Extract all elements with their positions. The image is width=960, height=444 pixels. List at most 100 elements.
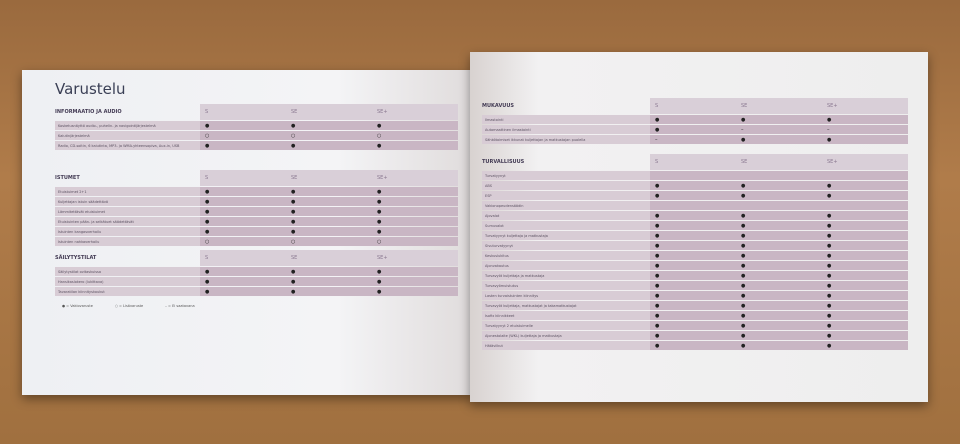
row-label: Turvatyynyt 2 etuistuimelle xyxy=(482,321,650,330)
cell-value: ● xyxy=(200,141,286,150)
cell-value: ● xyxy=(736,271,822,280)
cell-value: ● xyxy=(650,241,736,250)
cell-value: ● xyxy=(286,141,372,150)
table-row: Hansikaslokero (lukittava) ● ● ● xyxy=(55,277,458,286)
row-label: Turvatyynyt xyxy=(482,171,650,180)
cell-value: ● xyxy=(822,251,908,260)
cell-value: ● xyxy=(650,191,736,200)
table-row: Ajovalot ● ● ● xyxy=(482,211,908,220)
row-label: ABS xyxy=(482,181,650,190)
row-label: Kosketusnäyttö audio-, puhelin- ja navig… xyxy=(55,121,200,130)
cell-value: ● xyxy=(822,301,908,310)
cell-value xyxy=(650,201,736,210)
column-header: SE xyxy=(736,154,822,170)
table-row: Turvavyöt kuljettaja, matkustajat ja tak… xyxy=(482,301,908,310)
cell-value: ○ xyxy=(286,237,372,246)
table-row: Etuistuimet 2+1 ● ● ● xyxy=(55,187,458,196)
spec-table: SÄILYTYSTILAT S SE SE+ Säilytystilat ovitask… xyxy=(55,250,458,296)
spec-table: MUKAVUUS S SE SE+ Ilmastointi ● ● ● Automaattine… xyxy=(482,98,908,144)
table-row: Turvatyynyt xyxy=(482,171,908,180)
table-row: Istuinten kangasverhoilu ● ● ● xyxy=(55,227,458,236)
table-row: Sumuvalot ● ● ● xyxy=(482,221,908,230)
cell-value: ● xyxy=(286,217,372,226)
column-header: S xyxy=(200,104,286,120)
row-label: Turvavyömuistutus xyxy=(482,281,650,290)
cell-value: ● xyxy=(822,281,908,290)
cell-value: ● xyxy=(650,301,736,310)
section-title: ISTUMET xyxy=(55,175,80,181)
cell-value: ● xyxy=(650,125,736,134)
cell-value: ● xyxy=(650,341,736,350)
cell-value: ● xyxy=(822,321,908,330)
cell-value: ● xyxy=(650,221,736,230)
row-label: Hätävilkut xyxy=(482,341,650,350)
table-row: Lasten turvaistuinten kiinnitys ● ● ● xyxy=(482,291,908,300)
table-row: Kuljettajan istuin säädettävä ● ● ● xyxy=(55,197,458,206)
row-label: Turvavyöt kuljettaja, matkustajat ja tak… xyxy=(482,301,650,310)
cell-value xyxy=(650,171,736,180)
cell-value: ● xyxy=(650,261,736,270)
table-row: Keskuslukitus ● ● ● xyxy=(482,251,908,260)
cell-value: ● xyxy=(650,181,736,190)
cell-value xyxy=(822,171,908,180)
cell-value: ● xyxy=(736,231,822,240)
cell-value: ● xyxy=(736,331,822,340)
cell-value: ● xyxy=(736,241,822,250)
cell-value: ● xyxy=(736,251,822,260)
row-label: Kuljettajan istuin säädettävä xyxy=(55,197,200,206)
cell-value: ● xyxy=(822,261,908,270)
cell-value xyxy=(736,201,822,210)
column-header: SE+ xyxy=(822,154,908,170)
cell-value: ● xyxy=(822,331,908,340)
row-label: Vakionopeudensäädin xyxy=(482,201,650,210)
legend-item: – = Ei saatavana xyxy=(165,304,195,308)
cell-value: ● xyxy=(372,187,458,196)
cell-value: ● xyxy=(200,277,286,286)
cell-value: ● xyxy=(650,321,736,330)
cell-value: ● xyxy=(286,267,372,276)
row-label: Istuinten kangasverhoilu xyxy=(55,227,200,236)
cell-value xyxy=(822,201,908,210)
row-label: Lasten turvaistuinten kiinnitys xyxy=(482,291,650,300)
cell-value: ● xyxy=(736,115,822,124)
cell-value: ● xyxy=(650,291,736,300)
column-header: SE+ xyxy=(372,170,458,186)
cell-value: ● xyxy=(650,251,736,260)
table-row: Isofix kiinnikkeet ● ● ● xyxy=(482,311,908,320)
column-header: SE+ xyxy=(372,250,458,266)
cell-value: ● xyxy=(822,241,908,250)
spec-table: ISTUMET S SE SE+ Etuistuimet 2+1 ● ● ● Kuljettaj… xyxy=(55,170,458,246)
table-row: Vakionopeudensäädin xyxy=(482,201,908,210)
table-row: Turvatyynyt kuljettaja ja matkustaja ● ● ● xyxy=(482,231,908,240)
cell-value: ● xyxy=(650,331,736,340)
cell-value: ● xyxy=(372,121,458,130)
table-row: Etuistuinten pään- ja selkätuet säädettä… xyxy=(55,217,458,226)
cell-value: ● xyxy=(200,267,286,276)
cell-value: ○ xyxy=(200,237,286,246)
row-label: Turvatyynyt kuljettaja ja matkustaja xyxy=(482,231,650,240)
legend: ● = Vakiovaruste ○ = Lisävaruste – = Ei sa… xyxy=(62,304,195,308)
spec-table: TURVALLISUUS S SE SE+ Turvatyynyt ABS ● ● ● ESP ● ●… xyxy=(482,154,908,350)
cell-value: ● xyxy=(822,211,908,220)
column-header: SE xyxy=(286,250,372,266)
table-row: Turvatyynyt 2 etuistuimelle ● ● ● xyxy=(482,321,908,330)
row-label: Tavaratilan kiinnityskoukut xyxy=(55,287,200,296)
cell-value: ● xyxy=(372,141,458,150)
row-label: Keskuslukitus xyxy=(482,251,650,260)
cell-value: ● xyxy=(736,261,822,270)
column-header: S xyxy=(200,170,286,186)
page-title: Varustelu xyxy=(55,80,126,98)
cell-value: ● xyxy=(200,197,286,206)
cell-value: ● xyxy=(736,181,822,190)
row-label: Hansikaslokero (lukittava) xyxy=(55,277,200,286)
cell-value: ● xyxy=(736,311,822,320)
cell-value: ● xyxy=(372,267,458,276)
section-title: INFORMAATIO JA AUDIO xyxy=(55,109,122,115)
table-row: Ajonestolaite (WKL) kuljettaja ja matkus… xyxy=(482,331,908,340)
table-row: Lämmitettävät etuistuimet ● ● ● xyxy=(55,207,458,216)
table-row: Kosketusnäyttö audio-, puhelin- ja navig… xyxy=(55,121,458,130)
column-header: SE xyxy=(286,104,372,120)
table-row: Turvavyömuistutus ● ● ● xyxy=(482,281,908,290)
row-label: Säilytystilat ovitaskuissa xyxy=(55,267,200,276)
cell-value: ● xyxy=(372,227,458,236)
